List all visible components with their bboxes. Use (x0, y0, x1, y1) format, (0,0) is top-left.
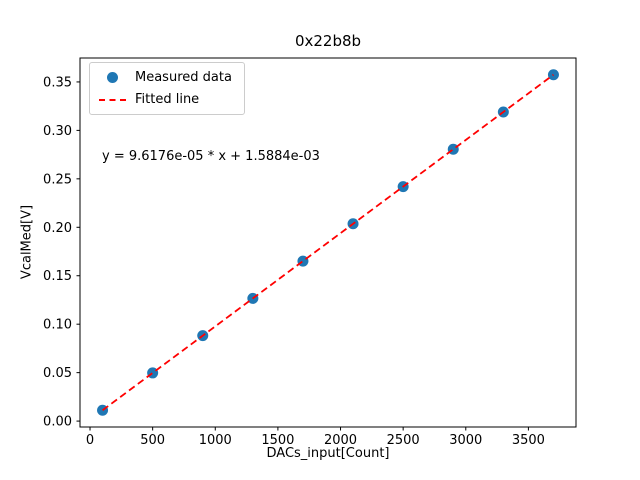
x-tick-label: 3500 (512, 433, 545, 448)
scatter-marker-icon (107, 72, 118, 83)
x-tick-label: 2500 (387, 433, 420, 448)
y-tick-label: 0.35 (43, 75, 72, 90)
y-tick-label: 0.05 (43, 366, 72, 381)
x-tick-label: 1500 (261, 433, 294, 448)
y-tick-label: 0.30 (43, 124, 72, 139)
x-tick-label: 2000 (324, 433, 357, 448)
chart-title: 0x22b8b (294, 32, 362, 50)
legend-label-fitted-line: Fitted line (135, 92, 200, 107)
fit-line (102, 74, 554, 411)
y-tick-label: 0.10 (43, 318, 72, 333)
y-tick-label: 0.25 (43, 172, 72, 187)
legend-item-fitted-line: Fitted line (99, 92, 232, 107)
fit-equation-annotation: y = 9.6176e-05 * x + 1.5884e-03 (102, 149, 320, 164)
legend-item-measured-data: Measured data (99, 70, 232, 85)
x-tick-label: 0 (86, 433, 94, 448)
x-tick-label: 1000 (199, 433, 232, 448)
legend-label-measured-data: Measured data (135, 70, 232, 85)
x-tick-label: 500 (140, 433, 165, 448)
y-tick-label: 0.15 (43, 269, 72, 284)
plot-frame (79, 57, 577, 428)
y-tick-label: 0.20 (43, 221, 72, 236)
x-tick-label: 3000 (449, 433, 482, 448)
x-axis-label: DACs_input[Count] (266, 446, 390, 461)
y-axis-label: VcalMed[V] (19, 204, 35, 280)
y-tick-label: 0.00 (43, 415, 72, 430)
legend: Measured data Fitted line (89, 62, 245, 115)
dashed-line-icon (99, 98, 126, 101)
